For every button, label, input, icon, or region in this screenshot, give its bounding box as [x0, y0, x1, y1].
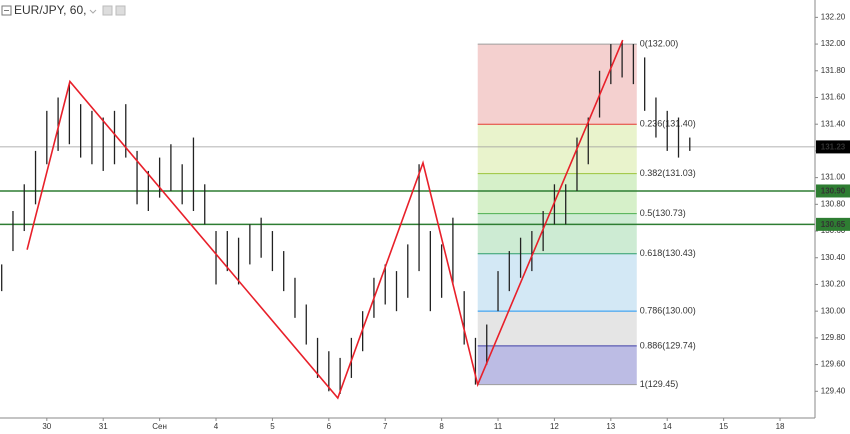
x-tick-label: 7: [383, 422, 388, 431]
fib-level-label: 0.5(130.73): [640, 208, 686, 218]
fib-level-label: 0.382(131.03): [640, 168, 696, 178]
y-tick-label: 130.00: [821, 306, 846, 315]
zigzag-line: [26, 39, 624, 400]
x-tick-label: 12: [550, 422, 559, 431]
x-tick-label: 30: [42, 422, 51, 431]
symbol-title: EUR/JPY, 60,: [14, 3, 86, 17]
price-label-box: [816, 217, 850, 231]
fib-zone: [477, 124, 637, 174]
fib-level-label: 0.618(130.43): [640, 248, 696, 258]
y-tick-label: 132.20: [821, 12, 846, 21]
x-tick-label: 8: [439, 422, 444, 431]
fib-zone: [477, 311, 637, 346]
y-tick-label: 131.60: [821, 93, 846, 102]
x-tick-label: 14: [663, 422, 672, 431]
x-tick-label: Сен: [152, 422, 167, 431]
x-tick-label: 18: [776, 422, 785, 431]
y-tick-label: 129.40: [821, 386, 846, 395]
y-tick-label: 129.60: [821, 360, 846, 369]
x-tick-label: 31: [99, 422, 108, 431]
x-tick-label: 6: [327, 422, 332, 431]
price-label-box: [816, 140, 850, 154]
y-tick-label: 131.00: [821, 173, 846, 182]
y-tick-label: 131.80: [821, 66, 846, 75]
price-label: 131.23: [821, 143, 846, 152]
price-label: 130.65: [821, 220, 846, 229]
y-tick-label: 132.00: [821, 39, 846, 48]
fib-zone: [477, 213, 637, 254]
plot-layer: 0(132.00)0.236(131.40)0.382(131.03)0.5(1…: [0, 38, 815, 400]
dropdown-icon[interactable]: [89, 9, 97, 14]
fib-level-label: 0.786(130.00): [640, 306, 696, 316]
y-tick-label: 130.20: [821, 280, 846, 289]
fib-zone: [477, 44, 637, 125]
fib-zone: [477, 253, 637, 312]
price-label-box: [816, 184, 850, 198]
y-tick-label: 130.40: [821, 253, 846, 262]
fib-level-label: 0(132.00): [640, 38, 679, 48]
settings-icon[interactable]: [102, 5, 113, 16]
y-tick-label: 129.80: [821, 333, 846, 342]
x-tick-label: 5: [270, 422, 275, 431]
fib-zone: [477, 345, 637, 385]
close-icon[interactable]: [115, 5, 126, 16]
fib-level-label: 0.886(129.74): [640, 340, 696, 350]
price-label: 130.90: [821, 187, 846, 196]
x-tick-label: 11: [494, 422, 503, 431]
x-tick-label: 13: [606, 422, 615, 431]
x-tick-label: 4: [214, 422, 219, 431]
x-tick-label: 15: [719, 422, 728, 431]
y-tick-label: 131.40: [821, 119, 846, 128]
y-tick-label: 130.80: [821, 199, 846, 208]
fib-level-label: 1(129.45): [640, 379, 679, 389]
collapse-icon[interactable]: [1, 5, 12, 16]
